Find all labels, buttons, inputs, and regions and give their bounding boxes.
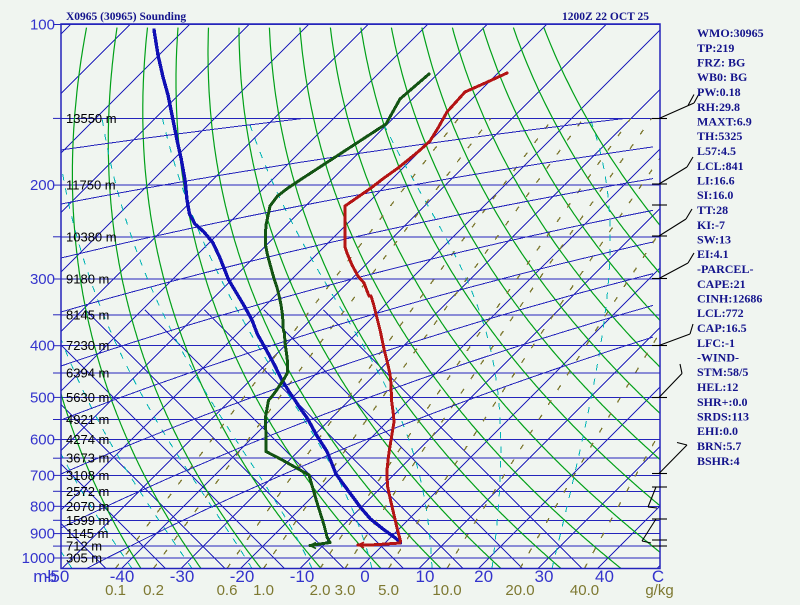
svg-text:4274 m: 4274 m [66,432,109,447]
svg-text:500: 500 [30,389,55,406]
svg-text:LI:16.6: LI:16.6 [697,174,735,188]
svg-text:13550 m: 13550 m [66,111,117,126]
svg-text:RH:29.8: RH:29.8 [697,100,740,114]
svg-text:100: 100 [30,17,55,34]
svg-text:EHI:0.0: EHI:0.0 [697,424,738,438]
svg-text:8145 m: 8145 m [66,307,109,322]
svg-text:20: 20 [474,567,493,586]
svg-text:305 m: 305 m [66,551,102,566]
svg-text:TT:28: TT:28 [697,203,728,217]
svg-text:SI:16.0: SI:16.0 [697,188,733,202]
svg-text:WMO:30965: WMO:30965 [697,26,764,40]
svg-text:X0965 (30965) Sounding: X0965 (30965) Sounding [66,11,186,23]
svg-text:1200Z 22 OCT 25: 1200Z 22 OCT 25 [562,11,649,23]
svg-text:LCL:841: LCL:841 [697,159,744,173]
svg-text:3108 m: 3108 m [66,468,109,483]
svg-text:5.0: 5.0 [378,582,399,599]
svg-text:FRZ: BG: FRZ: BG [697,56,745,70]
svg-text:0: 0 [360,567,369,586]
svg-text:300: 300 [30,271,55,288]
svg-text:7230 m: 7230 m [66,338,109,353]
svg-text:5630 m: 5630 m [66,390,109,405]
svg-text:0.2: 0.2 [143,582,164,599]
svg-text:MAXT:6.9: MAXT:6.9 [697,115,752,129]
svg-text:0.1: 0.1 [105,582,126,599]
svg-text:20.0: 20.0 [505,582,534,599]
svg-text:9180 m: 9180 m [66,272,109,287]
svg-text:-WIND-: -WIND- [697,351,739,365]
svg-text:400: 400 [30,338,55,355]
svg-text:30: 30 [535,567,554,586]
svg-text:WB0: BG: WB0: BG [697,70,747,84]
svg-text:10380 m: 10380 m [66,229,117,244]
svg-text:200: 200 [30,177,55,194]
svg-text:STM:58/5: STM:58/5 [697,365,748,379]
svg-text:CAPE:21: CAPE:21 [697,277,746,291]
svg-text:EI:4.1: EI:4.1 [697,247,729,261]
svg-text:KI:-7: KI:-7 [697,218,725,232]
svg-text:1.0: 1.0 [253,582,274,599]
svg-text:LCL:772: LCL:772 [697,306,744,320]
svg-text:PW:0.18: PW:0.18 [697,85,741,99]
svg-text:HEL:12: HEL:12 [697,380,738,394]
svg-text:TP:219: TP:219 [697,41,734,55]
svg-text:BRN:5.7: BRN:5.7 [697,439,741,453]
svg-text:3.0: 3.0 [335,582,356,599]
svg-text:1000: 1000 [22,550,55,567]
svg-text:4921 m: 4921 m [66,412,109,427]
svg-text:2.0: 2.0 [310,582,331,599]
svg-text:700: 700 [30,467,55,484]
svg-text:900: 900 [30,526,55,543]
svg-text:-PARCEL-: -PARCEL- [697,262,753,276]
svg-text:SW:13: SW:13 [697,233,731,247]
svg-text:6394 m: 6394 m [66,366,109,381]
svg-text:600: 600 [30,432,55,449]
svg-text:L57:4.5: L57:4.5 [697,144,736,158]
svg-text:CAP:16.5: CAP:16.5 [697,321,747,335]
svg-text:40.0: 40.0 [570,582,599,599]
svg-text:11750 m: 11750 m [66,178,116,193]
svg-text:-50: -50 [45,567,70,586]
svg-text:LFC:-1: LFC:-1 [697,336,735,350]
svg-text:TH:5325: TH:5325 [697,129,742,143]
svg-text:2572 m: 2572 m [66,484,109,499]
svg-text:SRDS:113: SRDS:113 [697,410,749,424]
svg-text:BSHR:4: BSHR:4 [697,454,740,468]
svg-text:-30: -30 [170,567,195,586]
svg-text:2070 m: 2070 m [66,499,109,514]
svg-text:CINH:12686: CINH:12686 [697,292,762,306]
svg-text:g/kg: g/kg [645,582,673,599]
svg-text:0.6: 0.6 [217,582,238,599]
svg-text:800: 800 [30,498,55,515]
svg-text:SHR+:0.0: SHR+:0.0 [697,395,748,409]
svg-text:3673 m: 3673 m [66,451,109,466]
svg-text:10.0: 10.0 [432,582,461,599]
